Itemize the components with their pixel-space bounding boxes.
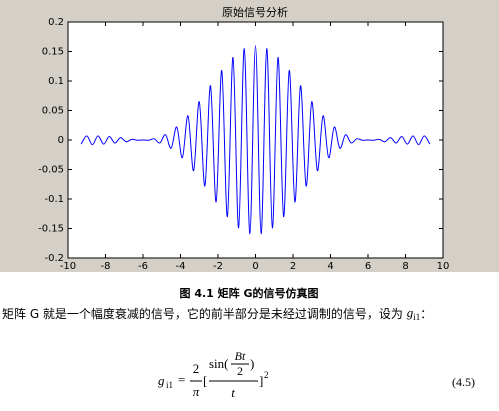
eq-inner-num: Bt bbox=[235, 349, 246, 363]
y-tick-label: -0.1 bbox=[44, 194, 64, 205]
figure-caption: 图 4.1 矩阵 G的信号仿真图 bbox=[179, 286, 318, 300]
equation: g i1 = 2 π [ sin( Bt 2 ) t ] 2 (4.5) bbox=[158, 349, 475, 400]
eq-sin: sin( bbox=[209, 356, 229, 371]
symbol: g bbox=[407, 305, 414, 320]
x-tick-label: 8 bbox=[402, 261, 408, 272]
y-tick-label: -0.2 bbox=[44, 253, 64, 264]
eq-power: 2 bbox=[264, 370, 269, 380]
x-tick-label: 4 bbox=[327, 261, 333, 272]
eq-coef-den: π bbox=[193, 384, 200, 399]
x-tick-label: -8 bbox=[101, 261, 111, 272]
chart-title: 原始信号分析 bbox=[222, 5, 288, 19]
x-tick-label: 2 bbox=[290, 261, 296, 272]
eq-close-paren: ) bbox=[250, 356, 254, 371]
eq-open: [ bbox=[203, 373, 207, 388]
x-tick-label: -6 bbox=[138, 261, 148, 272]
eq-lhs-sub: i1 bbox=[166, 380, 173, 390]
y-tick-label: 0.15 bbox=[42, 47, 64, 58]
eq-lhs: g bbox=[158, 373, 165, 388]
eq-coef-num: 2 bbox=[193, 361, 200, 376]
eq-den: t bbox=[231, 385, 235, 400]
eq-number: (4.5) bbox=[452, 375, 475, 389]
x-tick-label: 10 bbox=[437, 261, 450, 272]
plot: -0.2 -0.15 -0.1 -0.05 0 0.05 0.1 0.15 0.2 -10 -8 -6… bbox=[38, 17, 449, 272]
y-tick-label: -0.15 bbox=[38, 224, 64, 235]
x-tick-label: 0 bbox=[252, 261, 258, 272]
y-tick-label: 0.05 bbox=[42, 106, 64, 117]
eq-equals: = bbox=[178, 372, 185, 387]
paragraph: 矩阵 G 就是一个幅度衰减的信号，它的前半部分是未经过调制的信号，设为 gi1： bbox=[2, 305, 432, 322]
x-tick-label: -2 bbox=[213, 261, 223, 272]
y-tick-label: 0.1 bbox=[48, 76, 64, 87]
signal-line bbox=[80, 45, 431, 235]
x-tick-label: 6 bbox=[365, 261, 371, 272]
symbol-sub: i1 bbox=[413, 312, 420, 322]
paragraph-text: 矩阵 G 就是一个幅度衰减的信号，它的前半部分是未经过调制的信号，设为 bbox=[2, 306, 407, 321]
eq-inner-den: 2 bbox=[237, 364, 243, 378]
eq-close: ] bbox=[259, 373, 263, 388]
y-tick-label: -0.05 bbox=[38, 165, 64, 176]
paragraph-end: ： bbox=[420, 307, 432, 321]
x-tick-label: -4 bbox=[176, 261, 186, 272]
x-tick-label: -10 bbox=[60, 261, 76, 272]
y-tick-label: 0.2 bbox=[48, 17, 64, 28]
y-tick-label: 0 bbox=[58, 135, 64, 146]
